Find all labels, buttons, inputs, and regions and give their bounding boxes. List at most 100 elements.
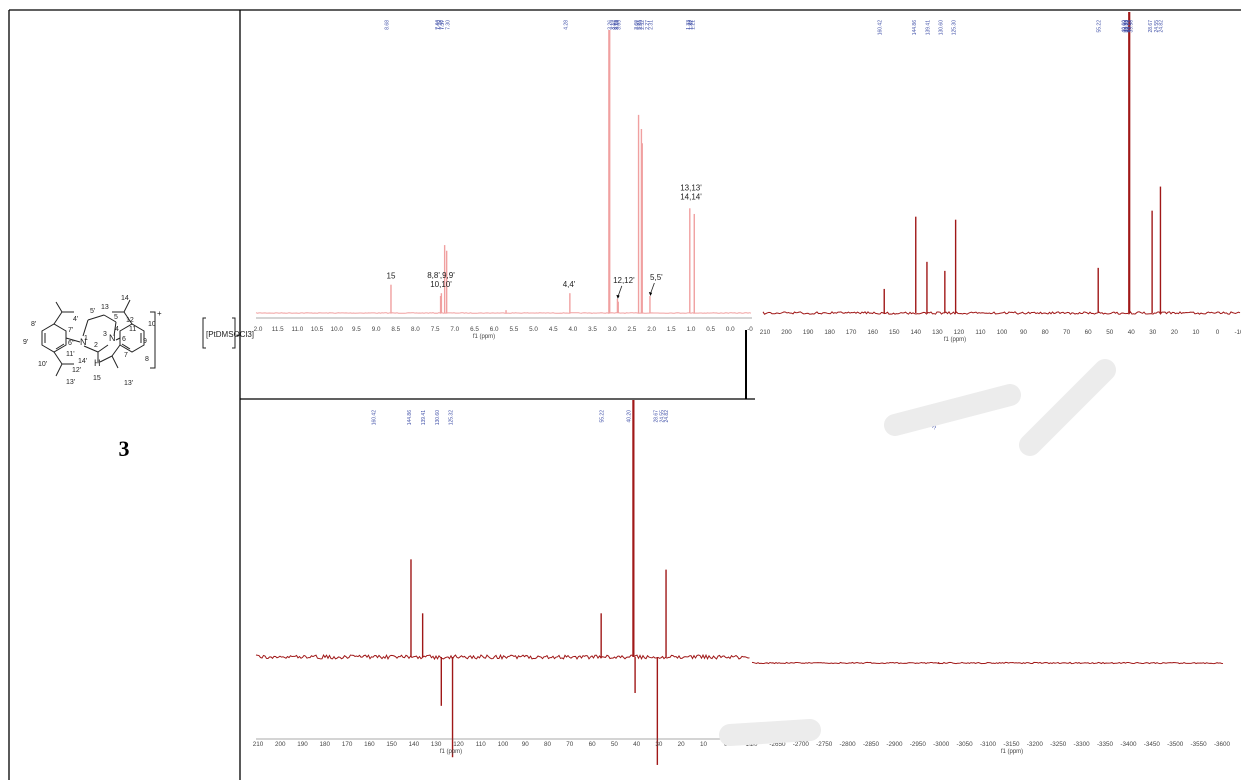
atom-label: 4': [73, 316, 78, 323]
c13-tick-label: 130: [932, 329, 943, 336]
c13-peak-value: 40.40: [1124, 20, 1130, 33]
c13-peak-value: 125.30: [952, 20, 958, 36]
atom-label: 2: [94, 342, 98, 349]
c13-tick-label: 10: [1192, 329, 1200, 336]
dept-tick-label: 10: [700, 741, 708, 748]
c13-peak-value: 39.98: [1123, 20, 1129, 33]
h1-tick-label: 5.5: [509, 326, 518, 333]
h1-tick-label: 0.5: [706, 326, 715, 333]
c13-tick-label: 80: [1042, 329, 1050, 336]
atom-label: 5': [90, 308, 95, 315]
h1-annotation-arrow: [617, 285, 623, 297]
h1-tick-label: 7.0: [450, 326, 459, 333]
c13-tick-label: 110: [975, 329, 986, 336]
h1-peak-value: 2.27: [645, 20, 651, 30]
counter-ion-label: [PtDMSOCl3]: [206, 330, 254, 339]
atom-label: 9': [23, 339, 28, 346]
h1-tick-label: 10.0: [331, 326, 344, 333]
atom-label: 10: [148, 321, 156, 328]
dept-peak-value: 144.86: [407, 410, 413, 426]
h1-peak-value: 7.30: [446, 20, 452, 30]
h1-peak-value: 1.32: [689, 20, 695, 30]
dept-tick-label: 110: [476, 741, 487, 748]
atom-label: 12: [126, 317, 134, 324]
c13-peak-value: 24.82: [1159, 20, 1165, 33]
h1-peak-value: 3.26: [607, 20, 613, 30]
h1-annotation-arrowhead: [616, 294, 620, 299]
c13-peak-value: 40.60: [1121, 20, 1127, 33]
dept-peak-value: 130.60: [435, 410, 441, 426]
atom-label: 11': [66, 351, 75, 358]
h1-tick-label: 6.5: [470, 326, 479, 333]
atom-label: 13': [66, 379, 75, 386]
dept-peak-value: 24.55: [660, 410, 666, 423]
h1-peak-value: 2.52: [640, 20, 646, 30]
atom-label: 7': [68, 327, 73, 334]
pt195-tick-label: -3550: [1191, 741, 1208, 748]
h1-annotation: 15: [387, 272, 396, 281]
atom-label: 3: [103, 331, 107, 338]
c13-peak-value: 160.42: [878, 20, 884, 36]
atom-label: 15: [93, 375, 101, 382]
pt195-tick-label: -3300: [1074, 741, 1091, 748]
h1-peak-value: 3.12: [611, 20, 617, 30]
atom-label: N: [80, 337, 87, 347]
pt195-tick-label: -2950: [910, 741, 927, 748]
h1-tick-label: 7.5: [431, 326, 440, 333]
pt195-tick-label: -3350: [1097, 741, 1114, 748]
dept-nmr-spectrum: 210 200 190 180 170 160 150 140 130 120 110 100 90 80…: [253, 400, 753, 765]
c13-peak-value: 139.41: [925, 20, 931, 36]
h1-annotation-arrowhead: [648, 292, 653, 297]
h1-peak-value: 7.46: [439, 20, 445, 30]
h1-annotation: 8,8',9,9': [427, 271, 455, 280]
atom-label: 4: [115, 326, 119, 333]
dept-tick-label: 150: [386, 741, 397, 748]
dept-tick-label: 40: [633, 741, 641, 748]
atom-label: 7: [124, 352, 128, 359]
pt195-tick-label: -2700: [793, 741, 810, 748]
h1-annotation: 13,13': [680, 183, 702, 192]
c13-peak-value: 130.60: [938, 20, 944, 36]
dept-tick-label: 60: [589, 741, 597, 748]
c13-tick-label: 150: [889, 329, 900, 336]
pt195-xlabel: f1 (ppm): [1001, 749, 1023, 755]
dept-tick-label: 50: [611, 741, 619, 748]
dept-tick-label: 130: [431, 741, 442, 748]
dept-tick-label: 200: [275, 741, 286, 748]
dept-baseline: [255, 653, 750, 661]
dept-peak-value: 139.41: [421, 410, 427, 426]
dept-peak-value: 40.20: [626, 410, 632, 423]
c13-tick-label: 70: [1063, 329, 1071, 336]
h1-tick-label: 4.0: [568, 326, 577, 333]
h1-peak-value: 1.33: [686, 20, 692, 30]
cation-charge: +: [157, 309, 162, 318]
watermark: [719, 359, 1116, 746]
c13-baseline: [762, 311, 1241, 315]
h1-annotation: 5,5': [650, 273, 663, 282]
atom-label: N: [109, 333, 116, 343]
dept-peak-value: 160.42: [372, 410, 378, 426]
c13-tick-label: 60: [1085, 329, 1093, 336]
c13-tick-label: 180: [824, 329, 835, 336]
c13-peak-value: 55.22: [1097, 20, 1103, 33]
atom-label: 8: [145, 356, 149, 363]
h1-peak-value: 7.48: [436, 20, 442, 30]
h1-tick-label: 2.0: [254, 326, 263, 333]
dept-tick-label: 190: [297, 741, 308, 748]
atom-label: 6: [122, 336, 126, 343]
pt195-tick-label: -2650: [769, 741, 786, 748]
dept-tick-label: 20: [678, 741, 686, 748]
c13-tick-label: -10: [1234, 329, 1241, 336]
h1-peak-value: 2.60: [634, 20, 640, 30]
atom-label: 1: [84, 335, 88, 342]
h1-peak-value: 3.10: [614, 20, 620, 30]
c13-tick-label: 190: [803, 329, 814, 336]
dept-peak-value: 24.82: [664, 410, 670, 423]
h1-annotation: 12,12': [613, 276, 635, 285]
c13-tick-label: 50: [1106, 329, 1114, 336]
c13-tick-label: 200: [781, 329, 792, 336]
atom-label: 8': [31, 321, 36, 328]
dept-tick-label: 180: [320, 741, 331, 748]
h1-tick-label: 8.5: [391, 326, 400, 333]
